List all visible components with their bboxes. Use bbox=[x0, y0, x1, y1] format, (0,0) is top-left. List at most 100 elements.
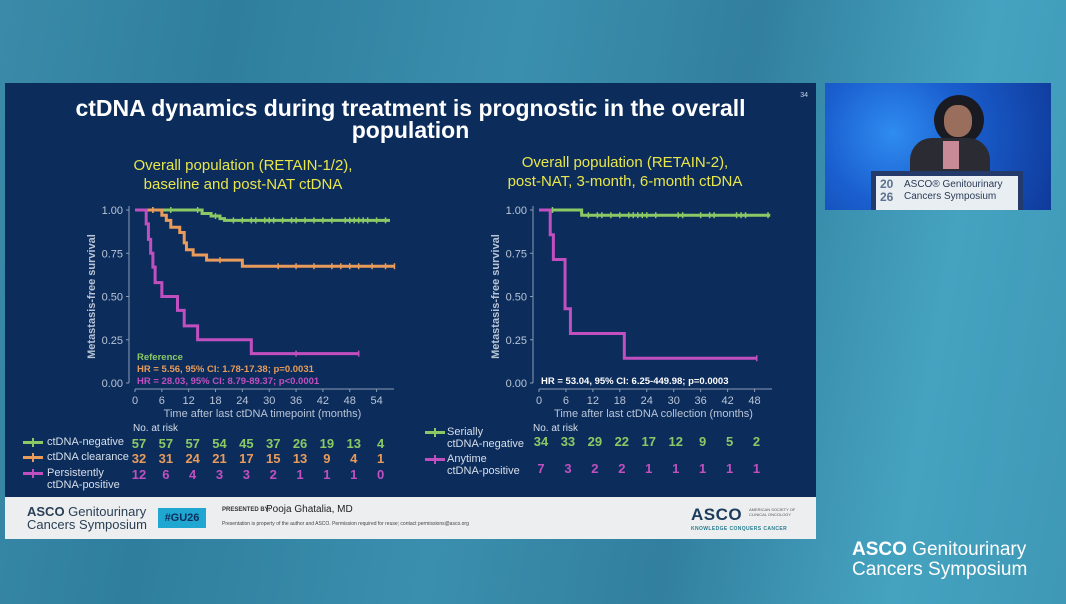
risk-count: 7 bbox=[537, 461, 545, 476]
risk-count: 1 bbox=[645, 461, 653, 476]
hr-annotation: HR = 5.56, 95% CI: 1.78-17.38; p=0.0031 bbox=[137, 364, 315, 375]
left-chart-subtitle: Overall population (RETAIN-1/2), baselin… bbox=[83, 156, 403, 194]
podium-line2: Cancers Symposium bbox=[904, 191, 997, 202]
risk-count: 6 bbox=[162, 467, 170, 482]
x-tick-label: 24 bbox=[641, 395, 653, 407]
slide-footer: ASCO Genitourinary Cancers Symposium #GU… bbox=[5, 497, 816, 539]
risk-count: 2 bbox=[591, 461, 599, 476]
footer-logo-bold: ASCO bbox=[27, 504, 65, 519]
risk-count: 3 bbox=[242, 467, 250, 482]
podium-year-bottom: 26 bbox=[880, 190, 894, 204]
risk-count: 13 bbox=[292, 451, 308, 466]
brand-rest: Genitourinary bbox=[906, 539, 1027, 560]
x-tick-label: 6 bbox=[159, 395, 165, 407]
x-tick-label: 36 bbox=[290, 395, 302, 407]
km-curve-serially-ctdna-negative bbox=[539, 208, 771, 217]
risk-row-label-line: ctDNA-negative bbox=[47, 436, 125, 448]
risk-count: 15 bbox=[265, 451, 281, 466]
hr-annotation: HR = 28.03, 95% CI: 8.79-89.37; p<0.0001 bbox=[137, 376, 320, 387]
y-tick-label: 0.00 bbox=[506, 378, 527, 390]
y-axis-title: Metastasis-free survival bbox=[86, 234, 98, 359]
slide-title-line1: ctDNA dynamics during treatment is progn… bbox=[75, 95, 746, 121]
risk-count: 1 bbox=[350, 467, 358, 482]
presented-by-label: PRESENTED BY: bbox=[222, 507, 271, 513]
km-curve-ctdna-clearance bbox=[135, 208, 395, 268]
legend-line-icon bbox=[23, 469, 43, 478]
risk-count: 19 bbox=[319, 436, 335, 451]
risk-count: 1 bbox=[752, 461, 761, 476]
x-tick-label: 30 bbox=[668, 395, 680, 407]
footer-asco-gu-logo: ASCO Genitourinary Cancers Symposium bbox=[27, 505, 147, 531]
left-subtitle-line2: baseline and post-NAT ctDNA bbox=[143, 176, 343, 193]
risk-count: 2 bbox=[618, 461, 626, 476]
right-chart-subtitle: Overall population (RETAIN-2), post-NAT,… bbox=[475, 153, 775, 191]
risk-count: 5 bbox=[725, 434, 734, 449]
risk-count: 54 bbox=[212, 436, 227, 451]
hr-annotation: Reference bbox=[137, 352, 183, 363]
x-tick-label: 36 bbox=[695, 395, 707, 407]
left-subtitle-line1: Overall population (RETAIN-1/2), bbox=[133, 157, 353, 174]
risk-row-label: Persistently ctDNA-positive bbox=[47, 467, 120, 491]
y-tick-label: 0.50 bbox=[506, 292, 527, 304]
risk-count: 21 bbox=[212, 451, 227, 466]
x-tick-label: 42 bbox=[317, 395, 329, 407]
risk-count: 13 bbox=[346, 436, 361, 451]
risk-row-label-line: Serially bbox=[447, 426, 484, 438]
x-tick-label: 12 bbox=[587, 395, 599, 407]
risk-count: 22 bbox=[614, 434, 630, 449]
x-tick-label: 48 bbox=[344, 395, 356, 407]
asco-society-name: AMERICAN SOCIETY OF CLINICAL ONCOLOGY bbox=[749, 507, 796, 517]
y-tick-label: 0.75 bbox=[102, 248, 123, 260]
risk-count: 3 bbox=[215, 467, 224, 482]
legend-line-icon bbox=[425, 455, 445, 464]
asco-mark: ASCO bbox=[691, 505, 743, 524]
risk-count: 1 bbox=[323, 467, 331, 482]
risk-row-label-line: ctDNA-positive bbox=[47, 479, 120, 491]
risk-count: 45 bbox=[239, 436, 254, 451]
risk-count: 4 bbox=[376, 436, 385, 451]
risk-row-label-line: ctDNA clearance bbox=[47, 451, 129, 463]
risk-count: 57 bbox=[185, 436, 200, 451]
asco-society-logo: ASCO AMERICAN SOCIETY OF CLINICAL ONCOLO… bbox=[691, 505, 795, 532]
risk-count: 1 bbox=[725, 461, 734, 476]
speaker-shirt bbox=[943, 141, 959, 169]
legend-line-icon bbox=[23, 453, 43, 462]
speaker-video-feed: 20 26 ASCO® Genitourinary Cancers Sympos… bbox=[825, 83, 1051, 210]
risk-table-header: No. at risk bbox=[533, 423, 579, 434]
legend-line-icon bbox=[23, 438, 43, 447]
risk-row-label: ctDNA-negative bbox=[47, 436, 124, 448]
risk-count: 0 bbox=[376, 467, 385, 482]
risk-count: 1 bbox=[296, 467, 304, 482]
risk-row-label: ctDNA clearance bbox=[47, 451, 129, 463]
x-tick-label: 42 bbox=[721, 395, 733, 407]
presenter-name: Pooja Ghatalia, MD bbox=[266, 504, 353, 515]
right-km-chart: 0.00 0.25 0.50 0.75 1.00 0 6 12 18 24 30 36 42 48Time… bbox=[490, 205, 772, 420]
disclaimer-text: Presentation is property of the author a… bbox=[222, 521, 469, 527]
hashtag-badge: #GU26 bbox=[158, 508, 206, 528]
risk-count: 12 bbox=[131, 467, 147, 482]
hr-annotation: HR = 53.04, 95% CI: 6.25-449.98; p=0.000… bbox=[541, 376, 728, 387]
right-subtitle-line2: post-NAT, 3-month, 6-month ctDNA bbox=[507, 173, 743, 190]
risk-count: 57 bbox=[158, 436, 174, 451]
x-tick-label: 0 bbox=[132, 395, 138, 407]
risk-count: 31 bbox=[158, 451, 174, 466]
slide-number: 34 bbox=[800, 92, 808, 99]
speaker-face bbox=[944, 105, 972, 137]
event-brand-logo: ASCO Genitourinary Cancers Symposium bbox=[852, 540, 1027, 580]
risk-count: 2 bbox=[752, 434, 761, 449]
risk-count: 4 bbox=[189, 467, 197, 482]
risk-row-label-line: Persistently bbox=[47, 467, 104, 479]
risk-count: 17 bbox=[641, 434, 656, 449]
podium-text: ASCO® Genitourinary Cancers Symposium bbox=[904, 179, 1003, 203]
risk-row-label: Anytime ctDNA-positive bbox=[447, 453, 520, 477]
podium-year-top: 20 bbox=[880, 177, 894, 191]
risk-count: 1 bbox=[699, 461, 707, 476]
y-tick-label: 0.25 bbox=[102, 335, 123, 347]
x-tick-label: 54 bbox=[370, 395, 382, 407]
risk-count: 4 bbox=[350, 451, 358, 466]
y-tick-label: 0.50 bbox=[102, 292, 123, 304]
y-axis-title: Metastasis-free survival bbox=[490, 234, 502, 359]
risk-count: 37 bbox=[265, 436, 281, 451]
risk-count: 3 bbox=[564, 461, 572, 476]
footer-logo-rest: Genitourinary bbox=[64, 504, 147, 519]
